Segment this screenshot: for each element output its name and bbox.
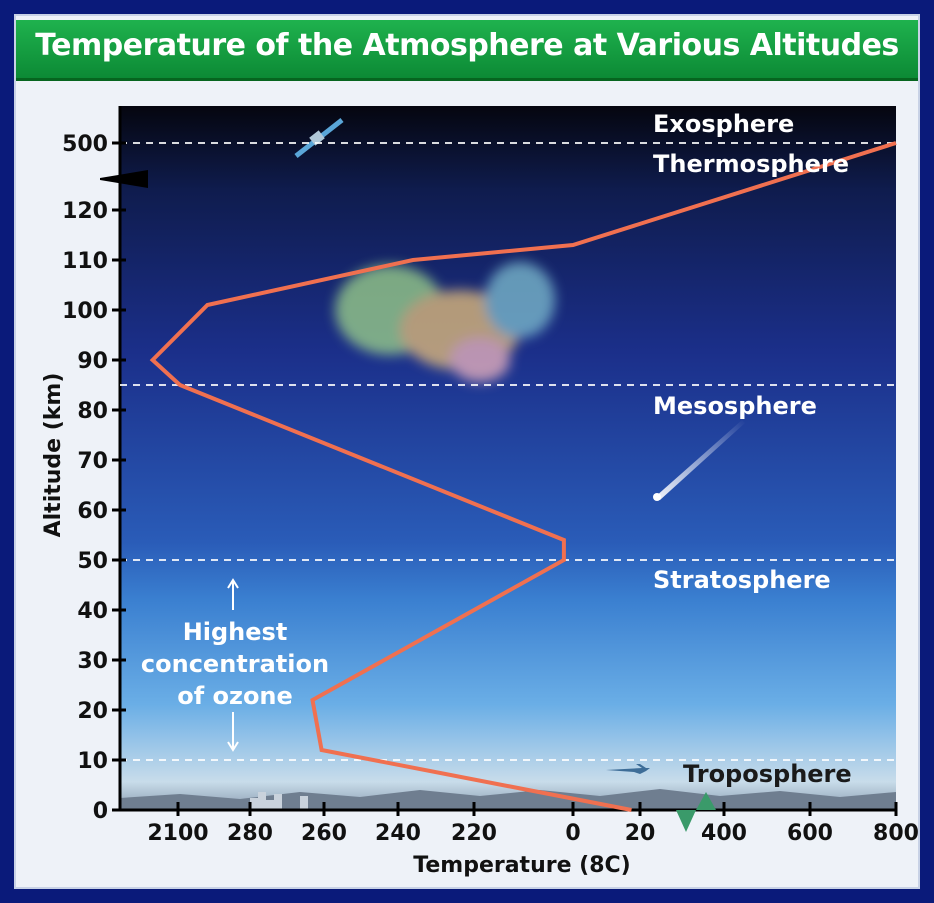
y-tick-label: 10	[77, 749, 108, 774]
x-tick-label: 20	[625, 821, 656, 846]
y-tick-label: 90	[77, 349, 108, 374]
y-tick-label: 80	[77, 399, 108, 424]
ozone-arrow-up	[227, 578, 239, 610]
y-tick-label: 500	[62, 132, 108, 157]
y-axis-label: Altitude (km)	[41, 373, 66, 538]
x-tick-label: 240	[375, 821, 421, 846]
x-tick-label: 2100	[147, 821, 208, 846]
y-tick-label: 60	[77, 499, 108, 524]
temperature-line	[149, 141, 897, 812]
y-tick-label: 50	[77, 549, 108, 574]
layer-label: Exosphere	[653, 110, 794, 138]
chart-title: Temperature of the Atmosphere at Various…	[35, 28, 899, 63]
x-axis-label: Temperature (8C)	[413, 853, 630, 878]
airplane-icon	[606, 764, 650, 774]
y-tick-label: 110	[62, 249, 108, 274]
y-tick-label: 40	[77, 599, 108, 624]
aurora-illustration	[335, 262, 555, 382]
meteor-head	[653, 493, 661, 501]
layer-label: Mesosphere	[653, 392, 817, 420]
x-tick-label: 600	[787, 821, 833, 846]
ozone-arrow-down	[227, 712, 239, 752]
x-axis-break-icon	[676, 792, 716, 832]
satellite-icon	[294, 118, 344, 158]
sky-background	[120, 106, 896, 810]
y-tick-label: 30	[77, 649, 108, 674]
meteor-illustration	[655, 420, 745, 500]
x-tick-label: 280	[227, 821, 273, 846]
layer-label: Troposphere	[683, 760, 852, 788]
x-tick-label: 220	[451, 821, 497, 846]
ozone-annotation: of ozone	[177, 682, 293, 710]
y-tick-label: 0	[93, 799, 108, 824]
y-tick-label: 70	[77, 449, 108, 474]
layer-label: Thermosphere	[653, 150, 849, 178]
x-tick-label: 800	[873, 821, 919, 846]
x-tick-label: 400	[701, 821, 747, 846]
title-banner: Temperature of the Atmosphere at Various…	[16, 20, 918, 81]
x-tick-label: 0	[565, 821, 580, 846]
y-tick-label: 120	[62, 199, 108, 224]
y-axis-break-icon	[100, 170, 148, 188]
layer-label: Stratosphere	[653, 566, 831, 594]
y-tick-label: 20	[77, 699, 108, 724]
city-illustration	[250, 792, 308, 810]
ozone-annotation: Highest	[183, 618, 288, 646]
ozone-annotation: concentration	[141, 650, 329, 678]
y-tick-label: 100	[62, 299, 108, 324]
x-tick-label: 260	[301, 821, 347, 846]
